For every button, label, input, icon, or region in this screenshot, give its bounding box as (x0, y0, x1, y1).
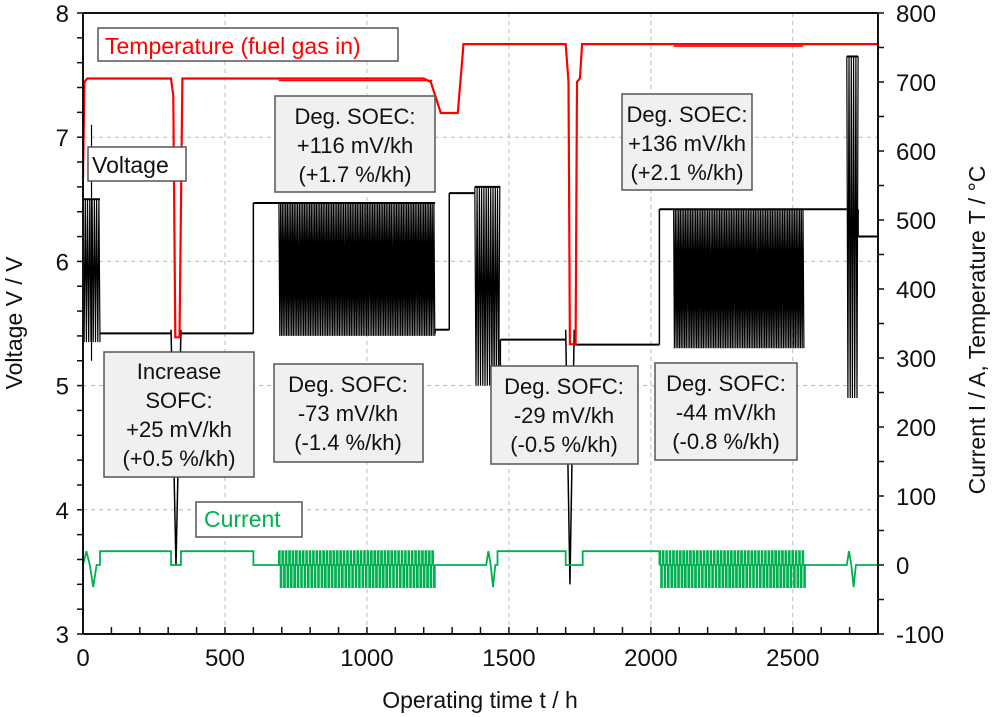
right-axis-tick-labels: -100 0 100 200 300 400 500 600 700 800 (896, 1, 944, 649)
current-label: Current (204, 506, 281, 532)
annotation-line: Deg. SOEC: (626, 102, 747, 127)
left-tick-label: 3 (56, 622, 69, 649)
x-axis-tick-labels: 0 500 1000 1500 2000 2500 (76, 645, 819, 672)
annotation-soec2: Deg. SOEC: +136 mV/kh (+2.1 %/kh) (621, 93, 753, 191)
annotation-sofc2: Deg. SOFC: -29 mV/kh (-0.5 %/kh) (490, 365, 639, 465)
annotation-sofc-increase: Increase SOFC: +25 mV/kh (+0.5 %/kh) (103, 351, 255, 478)
right-tick-label: 0 (896, 553, 909, 580)
left-axis-title: Voltage V / V (1, 256, 27, 390)
left-tick-label: 6 (56, 249, 69, 276)
annotation-line: (+1.7 %/kh) (298, 162, 411, 187)
x-tick-label: 0 (76, 645, 89, 672)
voltage-label: Voltage (92, 152, 169, 178)
annotation-sofc3: Deg. SOFC: -44 mV/kh (-0.8 %/kh) (654, 362, 798, 461)
right-tick-label: -100 (896, 622, 944, 649)
x-tick-label: 2500 (766, 645, 819, 672)
left-tick-label: 8 (56, 1, 69, 28)
right-axis-title: Current I / A, Temperature T / °C (964, 166, 990, 495)
annotation-soec1: Deg. SOEC: +116 mV/kh (+1.7 %/kh) (274, 95, 436, 193)
temperature-label: Temperature (fuel gas in) (105, 33, 361, 59)
right-tick-label: 300 (896, 346, 936, 373)
x-tick-label: 1500 (482, 645, 535, 672)
annotation-line: -73 mV/kh (298, 401, 398, 426)
annotation-line: +25 mV/kh (126, 417, 232, 442)
right-tick-label: 500 (896, 208, 936, 235)
current-label-box: Current (195, 501, 303, 538)
annotation-line: +116 mV/kh (297, 133, 413, 158)
right-tick-label: 100 (896, 484, 936, 511)
annotation-line: -29 mV/kh (514, 403, 614, 428)
annotation-line: Increase (137, 359, 221, 384)
annotation-line: Deg. SOFC: (288, 372, 408, 397)
left-tick-label: 4 (56, 498, 69, 525)
annotation-line: Deg. SOEC: (294, 104, 415, 129)
left-tick-label: 5 (56, 374, 69, 401)
axis-ticks (77, 12, 884, 635)
right-tick-label: 700 (896, 70, 936, 97)
annotation-sofc1: Deg. SOFC: -73 mV/kh (-1.4 %/kh) (273, 363, 424, 463)
annotation-line: Deg. SOFC: (504, 374, 624, 399)
annotation-line: (-1.4 %/kh) (294, 430, 402, 455)
annotation-line: SOFC: (145, 388, 212, 413)
left-tick-label: 7 (56, 125, 69, 152)
right-tick-label: 600 (896, 139, 936, 166)
x-tick-label: 1000 (340, 645, 393, 672)
right-tick-label: 800 (896, 1, 936, 28)
annotation-line: (-0.8 %/kh) (672, 429, 780, 454)
left-axis-tick-labels: 3 4 5 6 7 8 (56, 1, 69, 649)
x-tick-label: 2000 (624, 645, 677, 672)
right-tick-label: 200 (896, 415, 936, 442)
right-tick-label: 400 (896, 277, 936, 304)
annotation-line: (+0.5 %/kh) (122, 446, 235, 471)
annotation-line: Deg. SOFC: (666, 371, 786, 396)
annotation-line: (-0.5 %/kh) (510, 432, 618, 457)
voltage-label-box: Voltage (87, 146, 187, 182)
temperature-label-box: Temperature (fuel gas in) (97, 27, 399, 62)
annotation-line: -44 mV/kh (676, 400, 776, 425)
x-axis-title: Operating time t / h (382, 687, 578, 713)
current-series (82, 550, 878, 588)
annotation-line: +136 mV/kh (628, 131, 746, 156)
temperature-series (81, 42, 878, 346)
x-tick-label: 500 (205, 645, 245, 672)
annotation-line: (+2.1 %/kh) (630, 160, 743, 185)
